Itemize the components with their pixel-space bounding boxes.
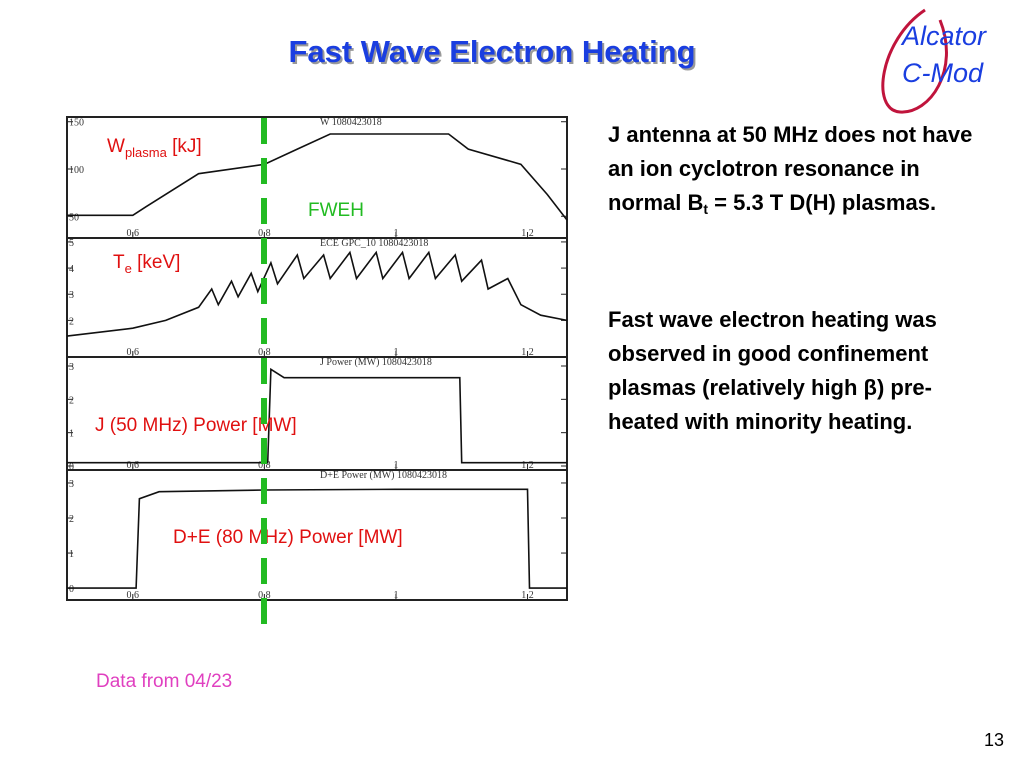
panel-label: Wplasma [kJ] [107, 136, 202, 160]
paragraph-text: J antenna at 50 MHz does not have an ion… [608, 122, 973, 215]
trace [66, 250, 568, 337]
y-tick-label: 2 [69, 514, 74, 525]
panel-title: D+E Power (MW) 1080423018 [320, 470, 447, 481]
panel-title: W 1080423018 [320, 117, 382, 128]
x-tick-label: 0.6 [127, 460, 140, 471]
panel-title: ECE GPC_10 1080423018 [320, 238, 428, 249]
x-tick-label: 1.2 [521, 460, 534, 471]
paragraph: J antenna at 50 MHz does not have an ion… [608, 118, 978, 220]
x-tick-label: 1 [393, 347, 398, 358]
label-main: J (50 MHz) Power [MW] [95, 415, 297, 436]
y-tick-label: 0 [69, 584, 74, 595]
y-tick-label: 3 [69, 362, 74, 373]
label-main: T [113, 252, 125, 273]
panel-frame [66, 356, 568, 471]
panel-frame [66, 469, 568, 601]
label-sub: plasma [125, 145, 168, 160]
y-tick-label: 50 [69, 212, 79, 223]
panel-frame [66, 116, 568, 239]
paragraph: Fast wave electron heating was observed … [608, 303, 978, 439]
panel-label: J (50 MHz) Power [MW] [95, 415, 297, 436]
x-tick-label: 0.6 [127, 347, 140, 358]
x-tick-label: 1.2 [521, 590, 534, 601]
x-tick-label: 0.6 [127, 590, 140, 601]
y-tick-label: 3 [69, 479, 74, 490]
trace [67, 367, 567, 464]
y-tick-label: 0 [69, 462, 74, 473]
logo-swoosh [881, 8, 948, 114]
label-sub: e [125, 261, 132, 276]
x-tick-label: 1 [393, 460, 398, 471]
label-unit: [keV] [132, 252, 181, 273]
page-number: 13 [983, 730, 1004, 750]
paragraph-text: = 5.3 T D(H) plasmas. [708, 190, 937, 215]
x-tick-label: 1.2 [521, 347, 534, 358]
title: Fast Wave Electron Heating [288, 34, 695, 69]
label-main: D+E (80 MHz) Power [MW] [173, 527, 403, 548]
y-tick-label: 4 [69, 264, 74, 275]
trace [67, 133, 568, 221]
label-unit: [kJ] [167, 136, 202, 157]
data-note: Data from 04/23 [96, 671, 232, 692]
label-main: W [107, 136, 125, 157]
y-tick-label: 150 [69, 118, 84, 129]
panel-title: J Power (MW) 1080423018 [320, 357, 432, 368]
y-tick-label: 1 [69, 549, 74, 560]
panel-label: D+E (80 MHz) Power [MW] [173, 527, 403, 548]
x-tick-label: 0.6 [127, 228, 140, 239]
x-tick-label: 0.8 [258, 590, 271, 601]
panel-label: Te [keV] [113, 252, 180, 276]
y-tick-label: 2 [69, 316, 74, 327]
logo-line2: C-Mod [902, 58, 984, 88]
x-tick-label: 1 [393, 590, 398, 601]
x-tick-label: 0.8 [258, 460, 271, 471]
panel-frame [66, 237, 568, 358]
title-shadow: Fast Wave Electron Heating [290, 36, 697, 71]
subscript: t [703, 201, 709, 217]
x-tick-label: 1.2 [521, 228, 534, 239]
fweh-label: FWEH [308, 200, 364, 221]
x-tick-label: 0.8 [258, 228, 271, 239]
y-tick-label: 3 [69, 290, 74, 301]
y-tick-label: 100 [69, 165, 84, 176]
logo-line1: Alcator [900, 21, 987, 51]
x-tick-label: 0.8 [258, 347, 271, 358]
paragraph-text: Fast wave electron heating was observed … [608, 307, 937, 434]
y-tick-label: 5 [69, 238, 74, 249]
y-tick-label: 2 [69, 395, 74, 406]
x-tick-label: 1 [393, 228, 398, 239]
y-tick-label: 1 [69, 429, 74, 440]
